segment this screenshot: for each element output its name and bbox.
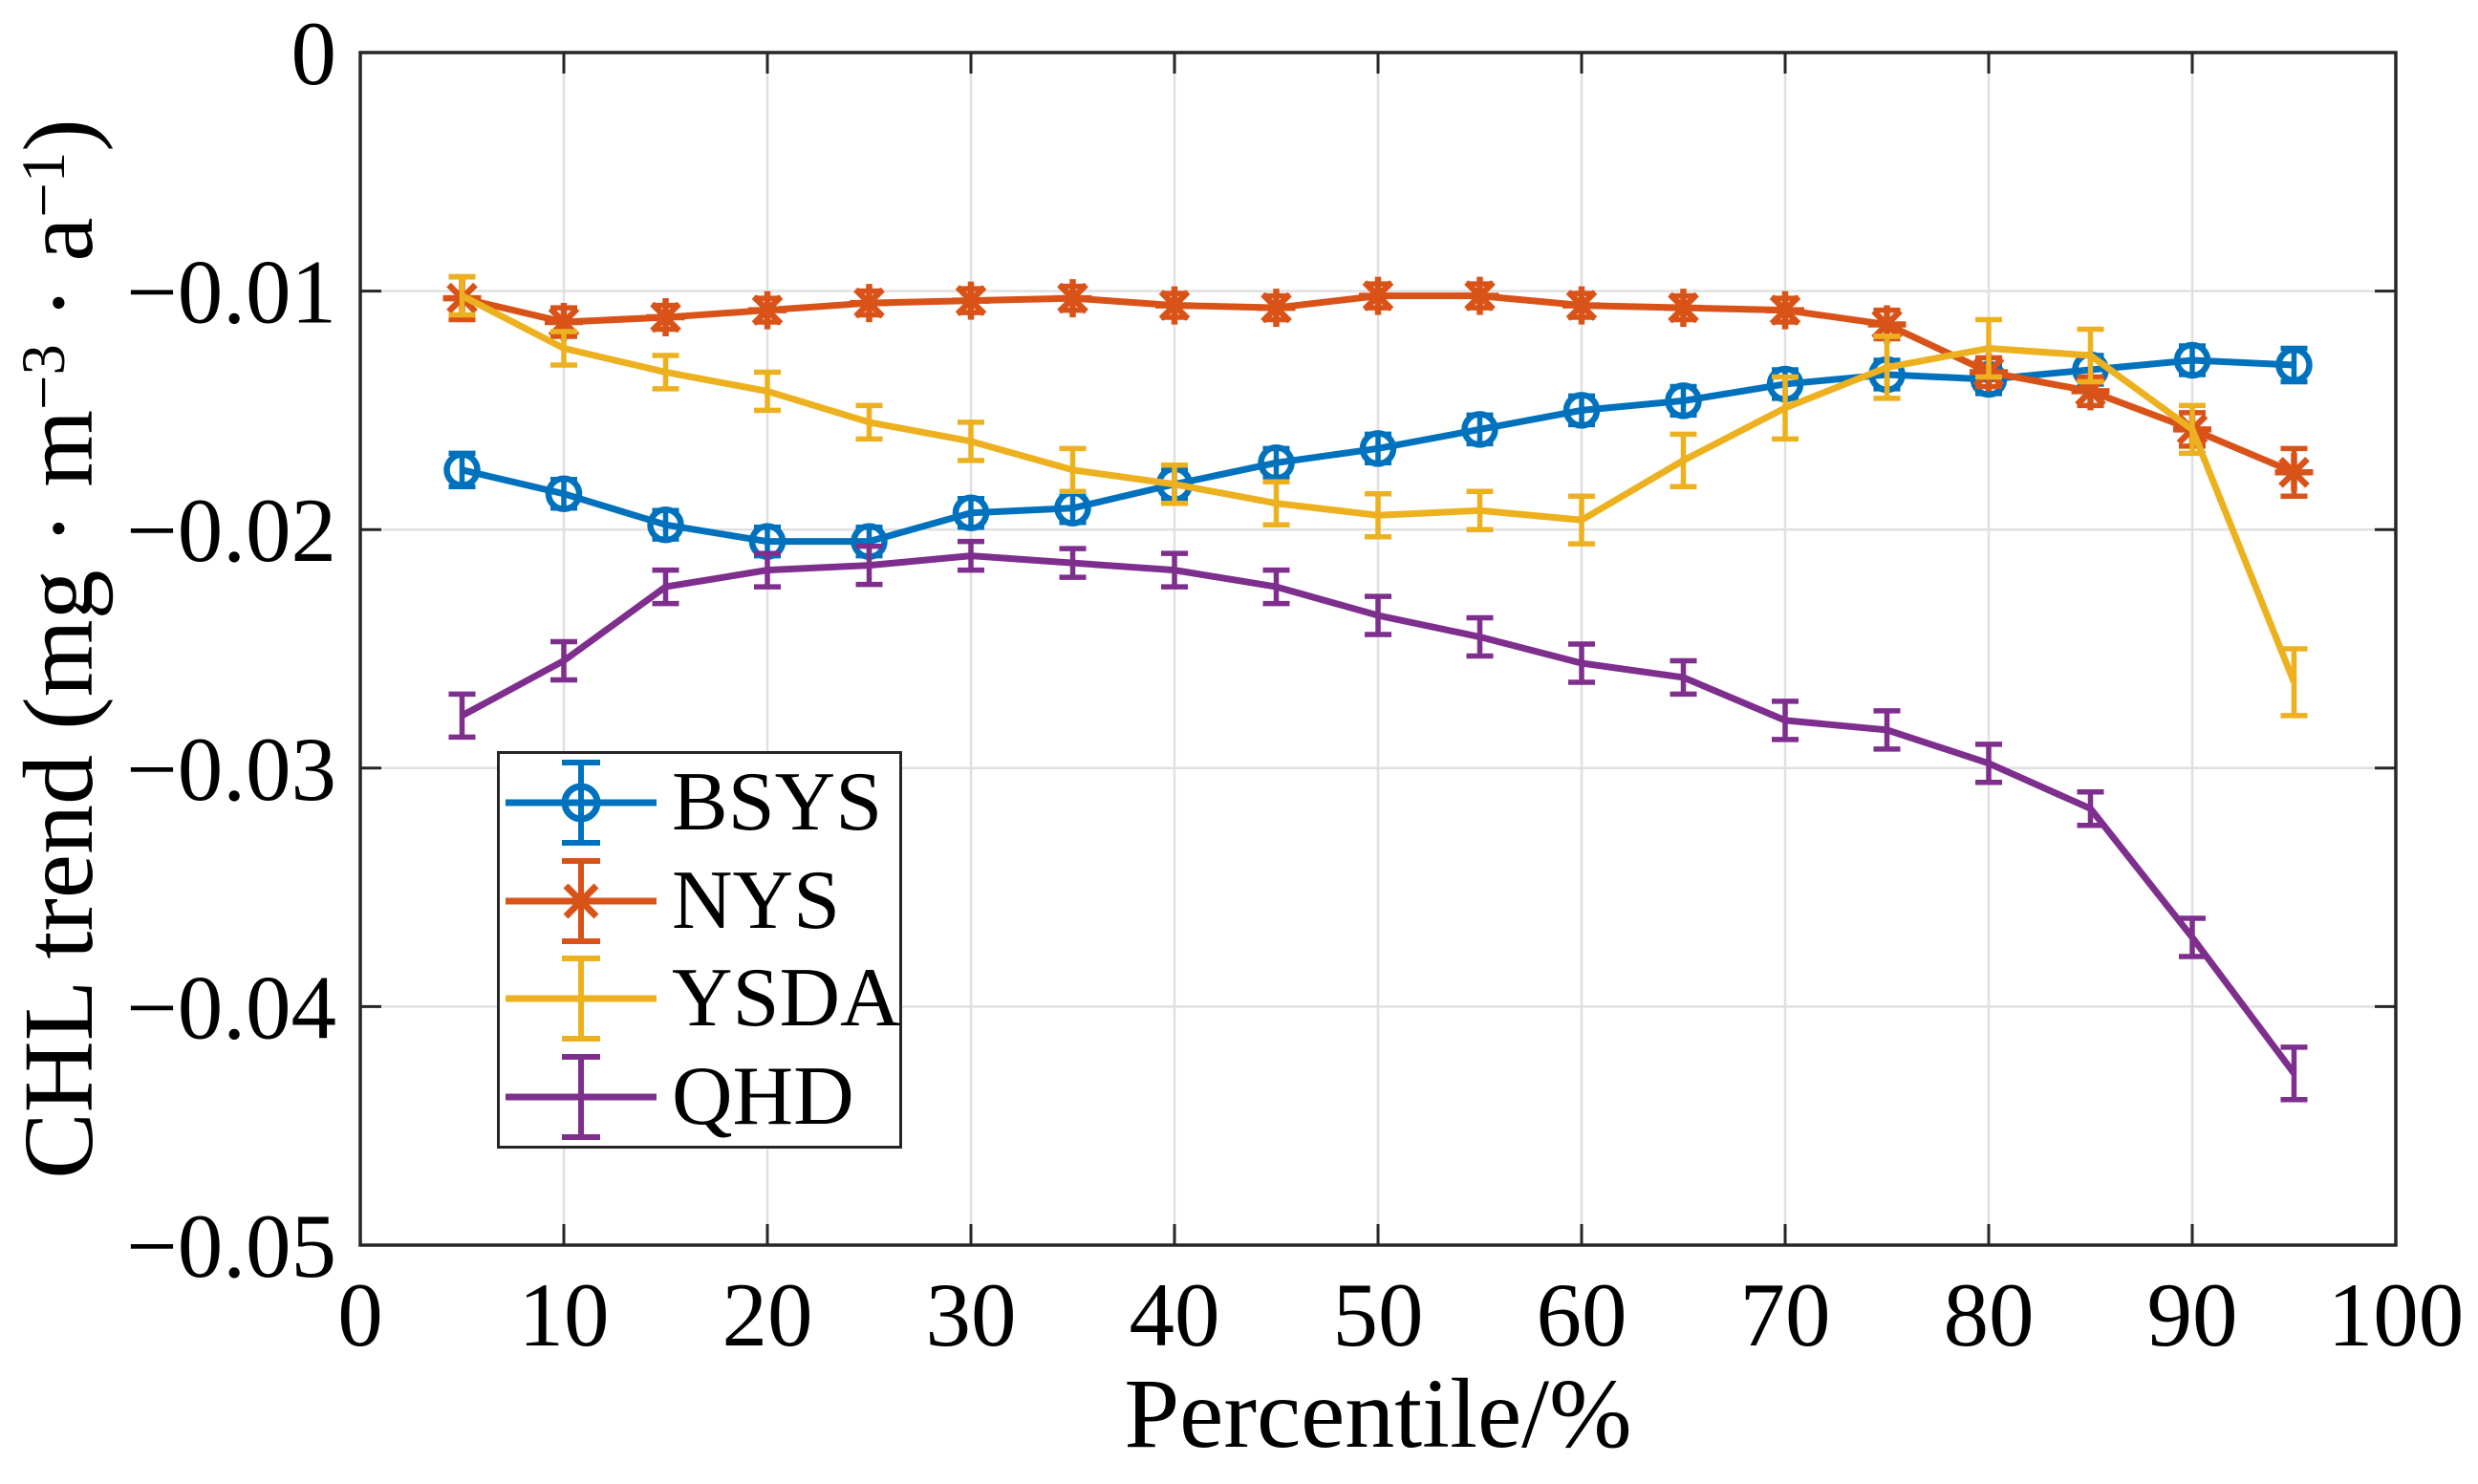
legend-label-nys: NYS xyxy=(672,853,841,947)
x-tick-label: 40 xyxy=(1130,1264,1220,1366)
y-axis-label-text: CHL trend (mg · m xyxy=(4,409,114,1179)
x-tick-label: 10 xyxy=(519,1264,610,1366)
legend-item-ysda: YSDA xyxy=(500,950,901,1047)
x-axis-label: Percentile/% xyxy=(1124,1359,1632,1469)
x-tick-label: 60 xyxy=(1537,1264,1627,1366)
x-tick-label: 90 xyxy=(2147,1264,2238,1366)
legend-sample-bsys-icon xyxy=(506,760,657,847)
y-axis-label-text: ) xyxy=(4,118,114,152)
x-tick-labels: 0 10 20 30 40 50 60 70 80 90 100 xyxy=(337,1264,2464,1366)
y-axis-label-superscript: −3 xyxy=(9,344,77,410)
y-tick-label: −0.03 xyxy=(126,719,336,820)
legend-label-qhd: QHD xyxy=(672,1049,854,1143)
x-tick-label: 0 xyxy=(337,1264,383,1366)
errorbars-qhd xyxy=(448,538,2308,1103)
y-tick-label: 0 xyxy=(291,3,337,104)
legend-sample-nys-icon xyxy=(506,857,657,944)
y-tick-label: −0.05 xyxy=(126,1195,336,1297)
series-ysda xyxy=(448,273,2308,719)
legend: BSYS NYS YSDA QHD xyxy=(497,751,902,1149)
legend-sample-qhd-icon xyxy=(506,1053,657,1140)
x-tick-label: 30 xyxy=(926,1264,1017,1366)
y-tick-label: −0.04 xyxy=(126,957,336,1058)
legend-item-nys: NYS xyxy=(500,852,899,950)
y-axis-label: CHL trend (mg · m−3 · a−1) xyxy=(4,118,114,1179)
y-axis-label-text: · a xyxy=(4,217,114,345)
series-qhd xyxy=(448,538,2308,1103)
y-tick-labels: 0 −0.01 −0.02 −0.03 −0.04 −0.05 xyxy=(126,3,336,1297)
legend-item-qhd: QHD xyxy=(500,1048,899,1146)
legend-sample-ysda-icon xyxy=(506,956,657,1043)
y-axis-label-superscript: −1 xyxy=(9,151,77,218)
errorbars-ysda xyxy=(448,273,2308,719)
legend-item-bsys: BSYS xyxy=(500,754,899,851)
y-tick-label: −0.02 xyxy=(126,480,336,581)
legend-label-bsys: BSYS xyxy=(672,756,883,850)
x-tick-label: 70 xyxy=(1740,1264,1831,1366)
legend-label-ysda: YSDA xyxy=(672,952,901,1045)
x-tick-label: 80 xyxy=(1944,1264,2035,1366)
x-tick-label: 50 xyxy=(1333,1264,1424,1366)
y-tick-label: −0.01 xyxy=(126,242,336,343)
x-tick-label: 20 xyxy=(722,1264,813,1366)
tick-marks xyxy=(358,51,2398,1247)
x-tick-label: 100 xyxy=(2328,1264,2465,1366)
